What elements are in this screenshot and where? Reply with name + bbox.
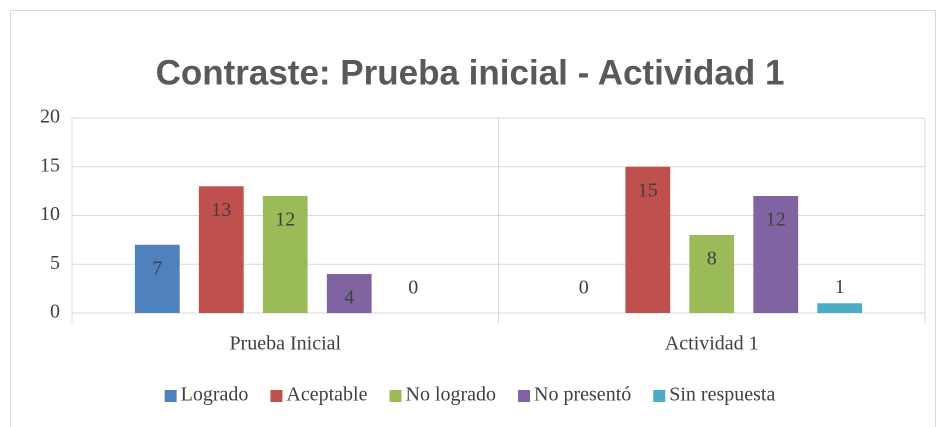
data-label: 7: [152, 257, 162, 279]
legend-swatch: [270, 390, 283, 402]
bar: [753, 196, 799, 313]
data-label: 12: [766, 209, 786, 231]
y-tick-label: 15: [40, 154, 60, 176]
data-label: 15: [638, 179, 658, 201]
x-tick-label: Actividad 1: [665, 333, 759, 355]
data-label: 4: [344, 287, 354, 309]
bar: [262, 196, 308, 313]
x-tick-label: Prueba Inicial: [229, 333, 341, 355]
legend-label: No logrado: [406, 384, 497, 406]
data-label: 12: [275, 209, 295, 231]
data-label: 0: [579, 277, 589, 299]
bar: [625, 166, 671, 313]
legend-swatch: [389, 390, 402, 402]
bar: [198, 186, 244, 313]
data-label: 8: [707, 248, 717, 270]
chart-title: Contraste: Prueba inicial - Actividad 1: [156, 53, 785, 92]
legend-label: Sin respuesta: [669, 384, 775, 406]
bar: [326, 274, 372, 313]
legend-swatch: [164, 390, 177, 402]
data-label: 0: [408, 277, 418, 299]
data-label: 1: [835, 276, 845, 298]
y-tick-label: 10: [40, 203, 60, 225]
legend-label: Aceptable: [286, 384, 367, 406]
bar: [134, 244, 180, 313]
y-tick-label: 5: [50, 252, 60, 274]
y-tick-label: 0: [50, 301, 60, 323]
data-label: 13: [211, 199, 231, 221]
bar: [817, 303, 863, 313]
bar: [689, 235, 735, 313]
legend-label: No presentó: [534, 384, 631, 406]
legend-swatch: [518, 390, 531, 402]
legend-swatch: [653, 390, 666, 402]
legend-label: Logrado: [181, 384, 249, 406]
y-tick-label: 20: [40, 106, 60, 128]
